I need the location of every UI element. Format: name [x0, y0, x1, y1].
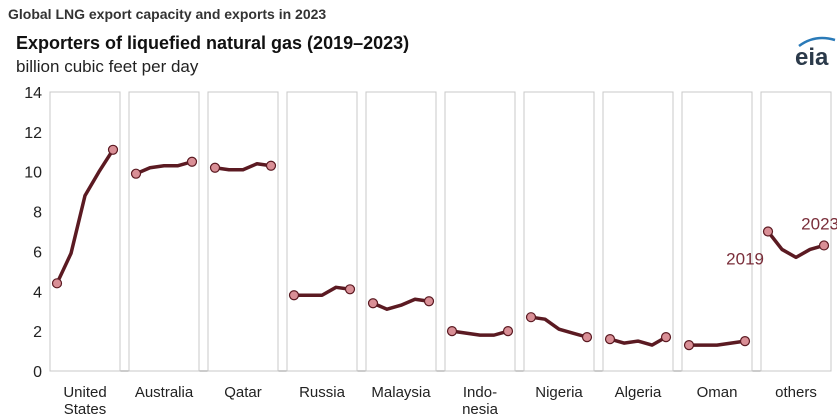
x-category-label: States — [64, 401, 107, 418]
y-tick-label: 4 — [33, 284, 42, 301]
series-line — [450, 329, 510, 337]
data-point — [288, 290, 300, 301]
eia-logo-swoosh — [798, 36, 836, 48]
data-point — [660, 332, 672, 343]
panel-frame — [681, 91, 753, 372]
panel-frame — [523, 91, 595, 372]
eia-logo-text: eia — [795, 44, 829, 70]
series-line — [55, 148, 115, 286]
panel-frame — [365, 91, 437, 372]
x-category-label: Australia — [135, 384, 194, 401]
data-point — [186, 156, 198, 167]
x-category-label: Russia — [299, 384, 346, 401]
panel-frame — [444, 91, 516, 372]
chart-supertitle: Global LNG export capacity and exports i… — [8, 6, 327, 22]
data-point — [739, 336, 751, 347]
x-category-label: Oman — [697, 384, 738, 401]
y-tick-label: 14 — [24, 85, 42, 102]
data-point — [502, 326, 514, 337]
y-tick-label: 2 — [33, 324, 42, 341]
y-tick-label: 10 — [24, 165, 42, 182]
data-point — [762, 226, 774, 237]
series-line — [134, 160, 194, 176]
x-category-label: United — [63, 384, 106, 401]
x-category-label: Nigeria — [535, 384, 583, 401]
data-point — [423, 296, 435, 307]
y-tick-label: 12 — [24, 125, 42, 142]
x-category-label: Indo- — [463, 384, 497, 401]
series-line — [529, 315, 589, 339]
x-category-label: Algeria — [615, 384, 662, 401]
data-point — [209, 162, 221, 173]
data-point — [604, 334, 616, 345]
panel-frame — [602, 91, 674, 372]
panel-frame — [128, 91, 200, 372]
data-point — [581, 332, 593, 343]
data-point — [367, 298, 379, 309]
x-category-label: Malaysia — [371, 384, 431, 401]
data-point — [51, 278, 63, 289]
data-point — [683, 339, 695, 351]
data-point — [525, 312, 537, 323]
start-year-label: 2019 — [726, 250, 764, 269]
data-point — [130, 168, 142, 179]
x-category-label: nesia — [462, 401, 499, 418]
x-category-label: others — [775, 384, 817, 401]
end-year-label: 2023 — [801, 214, 837, 233]
panel-frame — [49, 91, 121, 372]
data-point — [446, 326, 458, 337]
panel-frame — [207, 91, 279, 372]
panel-frame — [760, 91, 832, 372]
series-line — [766, 229, 826, 260]
series-line — [292, 285, 352, 298]
y-tick-label: 8 — [33, 205, 42, 222]
data-point — [818, 240, 830, 251]
data-point — [265, 160, 277, 171]
series-line — [608, 335, 668, 347]
x-category-label: Qatar — [224, 384, 262, 401]
data-point — [344, 284, 356, 295]
series-line — [213, 161, 273, 172]
chart-title: Exporters of liquefied natural gas (2019… — [16, 33, 410, 53]
eia-logo: eia — [795, 36, 836, 70]
chart-subtitle: billion cubic feet per day — [16, 57, 199, 76]
series-line — [687, 339, 747, 347]
series-line — [371, 297, 431, 311]
data-point — [107, 144, 119, 155]
y-tick-label: 6 — [33, 244, 42, 261]
panel-frame — [286, 91, 358, 372]
y-tick-label: 0 — [33, 364, 42, 381]
